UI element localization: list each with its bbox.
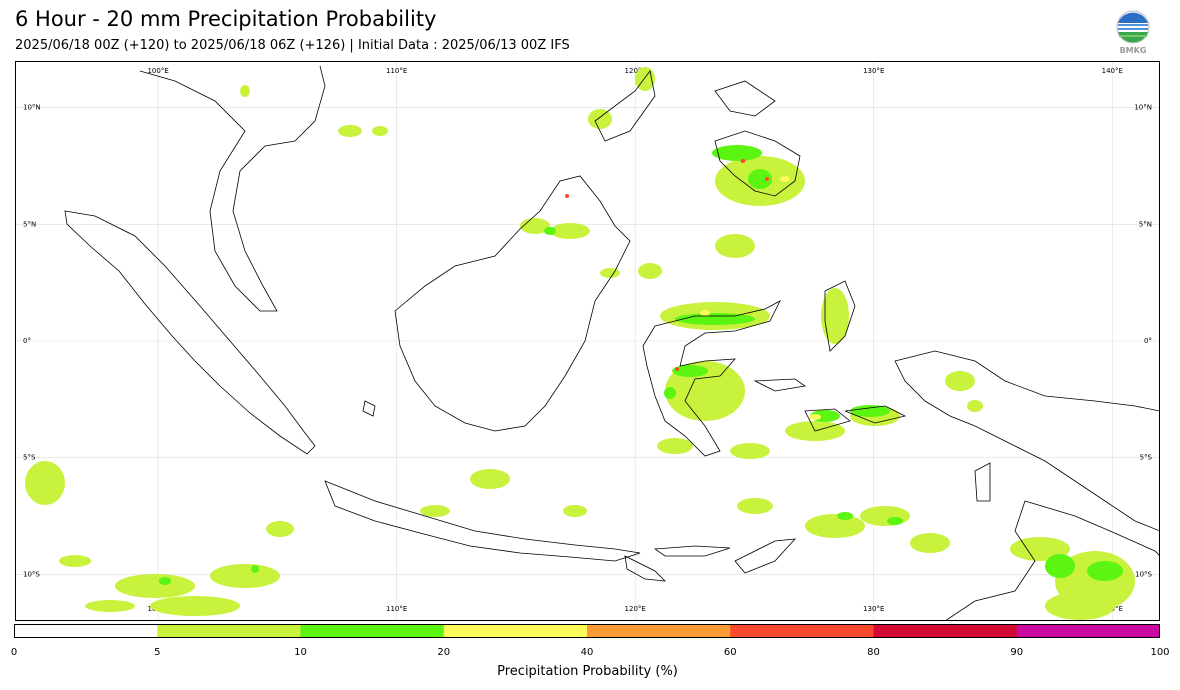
- lon-label-top: 130°E: [863, 67, 884, 75]
- lon-label-top: 140°E: [1102, 67, 1123, 75]
- lat-label-right: 5°N: [1139, 220, 1152, 228]
- colorbar-segment: [443, 624, 588, 638]
- colorbar-tick-label: 10: [294, 647, 307, 658]
- colorbar-label: Precipitation Probability (%): [497, 664, 678, 679]
- lat-label-right: 10°N: [1134, 104, 1152, 112]
- lat-label-right: 10°S: [1135, 570, 1152, 578]
- lat-label-left: 5°N: [23, 220, 36, 228]
- colorbar-tick-label: 90: [1010, 647, 1024, 658]
- colorbar-tick-label: 80: [867, 647, 880, 658]
- lat-label-right: 5°S: [1140, 454, 1153, 462]
- colorbar-tick-label: 60: [723, 647, 737, 658]
- bmkg-logo-icon: BMKG: [1116, 10, 1150, 55]
- map-title: 6 Hour - 20 mm Precipitation Probability: [15, 7, 437, 31]
- colorbar-tick-label: 5: [154, 647, 161, 658]
- colorbar-segment: [873, 624, 1018, 638]
- lat-label-left: 0°: [23, 337, 31, 345]
- lon-label-bottom: 110°E: [386, 605, 407, 613]
- lat-label-left: 5°S: [23, 454, 36, 462]
- lon-label-top: 110°E: [386, 67, 407, 75]
- colorbar-segment: [300, 624, 445, 638]
- lon-label-bottom: 130°E: [863, 605, 884, 613]
- colorbar-tick-label: 0: [10, 647, 18, 658]
- map-grid: 100°E100°E110°E110°E120°E120°E130°E130°E…: [15, 61, 1160, 621]
- logo-text: BMKG: [1120, 46, 1147, 55]
- colorbar-segment: [587, 624, 731, 638]
- lon-label-bottom: 120°E: [625, 605, 646, 613]
- colorbar-segment: [1016, 624, 1160, 638]
- lat-label-right: 0°: [1144, 337, 1152, 345]
- map-frame: [15, 61, 1160, 621]
- precipitation-areas: [25, 67, 1135, 620]
- colorbar: [14, 624, 1160, 638]
- map-subtitle: 2025/06/18 00Z (+120) to 2025/06/18 06Z …: [15, 38, 570, 53]
- precipitation-map: 100°E100°E110°E110°E120°E120°E130°E130°E…: [15, 61, 1160, 621]
- lat-label-left: 10°N: [23, 104, 41, 112]
- lon-label-top: 100°E: [147, 67, 168, 75]
- colorbar-segment: [14, 624, 158, 638]
- colorbar-tick-label: 20: [437, 647, 451, 658]
- colorbar-segment: [157, 624, 301, 638]
- colorbar-tick-label: 100: [1150, 647, 1170, 658]
- lon-label-top: 120°E: [625, 67, 646, 75]
- coastlines: [64, 65, 1160, 621]
- colorbar-segment: [730, 624, 874, 638]
- colorbar-tick-label: 40: [580, 647, 594, 658]
- lat-label-left: 10°S: [23, 570, 40, 578]
- colorbar-frame: [14, 624, 1160, 638]
